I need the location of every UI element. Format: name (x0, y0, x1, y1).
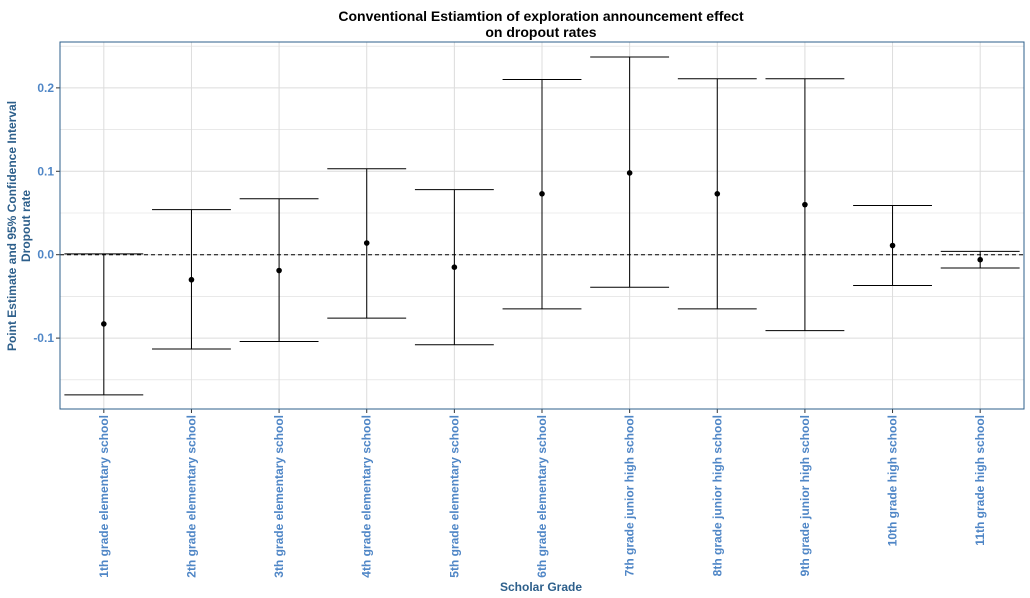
point-estimate-8 (714, 191, 721, 197)
point-estimate-10 (889, 242, 896, 249)
x-axis-title: Scholar Grade (500, 580, 582, 594)
x-tick-label: 5th grade elementary school (447, 415, 461, 578)
point-estimate-2 (188, 276, 195, 283)
x-tick-label: 10th grade high school (886, 415, 900, 546)
point-estimate-1 (101, 321, 107, 327)
y-axis-title: Point Estimate and 95% Confidence Interv… (5, 101, 33, 351)
y-axis-title-line-1: Point Estimate and 95% Confidence Interv… (5, 101, 19, 351)
point-estimate-5 (451, 264, 458, 271)
x-tick-label: 8th grade junior high school (710, 415, 724, 576)
x-tick-label: 2th grade elementary school (184, 415, 198, 578)
point-estimate-6 (539, 191, 545, 197)
point-estimate-11 (977, 256, 983, 263)
y-tick-label: 0.1 (37, 164, 54, 178)
y-tick-label: 0.0 (37, 248, 54, 262)
x-tick-label: 1th grade elementary school (97, 415, 111, 578)
chart-title-line-2: on dropout rates (485, 24, 596, 40)
point-estimate-7 (626, 170, 633, 176)
y-axis-ticks: -0.1 0.0 0.1 0.2 (33, 81, 60, 345)
x-tick-label: 6th grade elementary school (535, 415, 549, 578)
panel-border (59, 41, 1025, 410)
point-estimate-9 (802, 201, 808, 208)
y-axis-title-line-2: Dropout rate (19, 190, 33, 262)
x-tick-label: 3th grade elementary school (272, 415, 286, 578)
x-tick-label: 7th grade junior high school (623, 415, 637, 576)
y-tick-label: -0.1 (33, 331, 54, 345)
point-estimate-3 (276, 267, 282, 274)
y-tick-label: 0.2 (37, 81, 54, 95)
x-axis-ticks: 1th grade elementary school 2th grade ele… (97, 409, 987, 578)
errorbars (64, 56, 1020, 396)
chart-title-line-1: Conventional Estiamtion of exploration a… (338, 8, 744, 24)
x-tick-label: 4th grade elementary school (360, 415, 374, 578)
points (101, 170, 983, 327)
point-estimate-4 (363, 240, 370, 246)
x-tick-label: 11th grade high school (973, 415, 987, 546)
x-tick-label: 9th grade junior high school (798, 415, 812, 576)
